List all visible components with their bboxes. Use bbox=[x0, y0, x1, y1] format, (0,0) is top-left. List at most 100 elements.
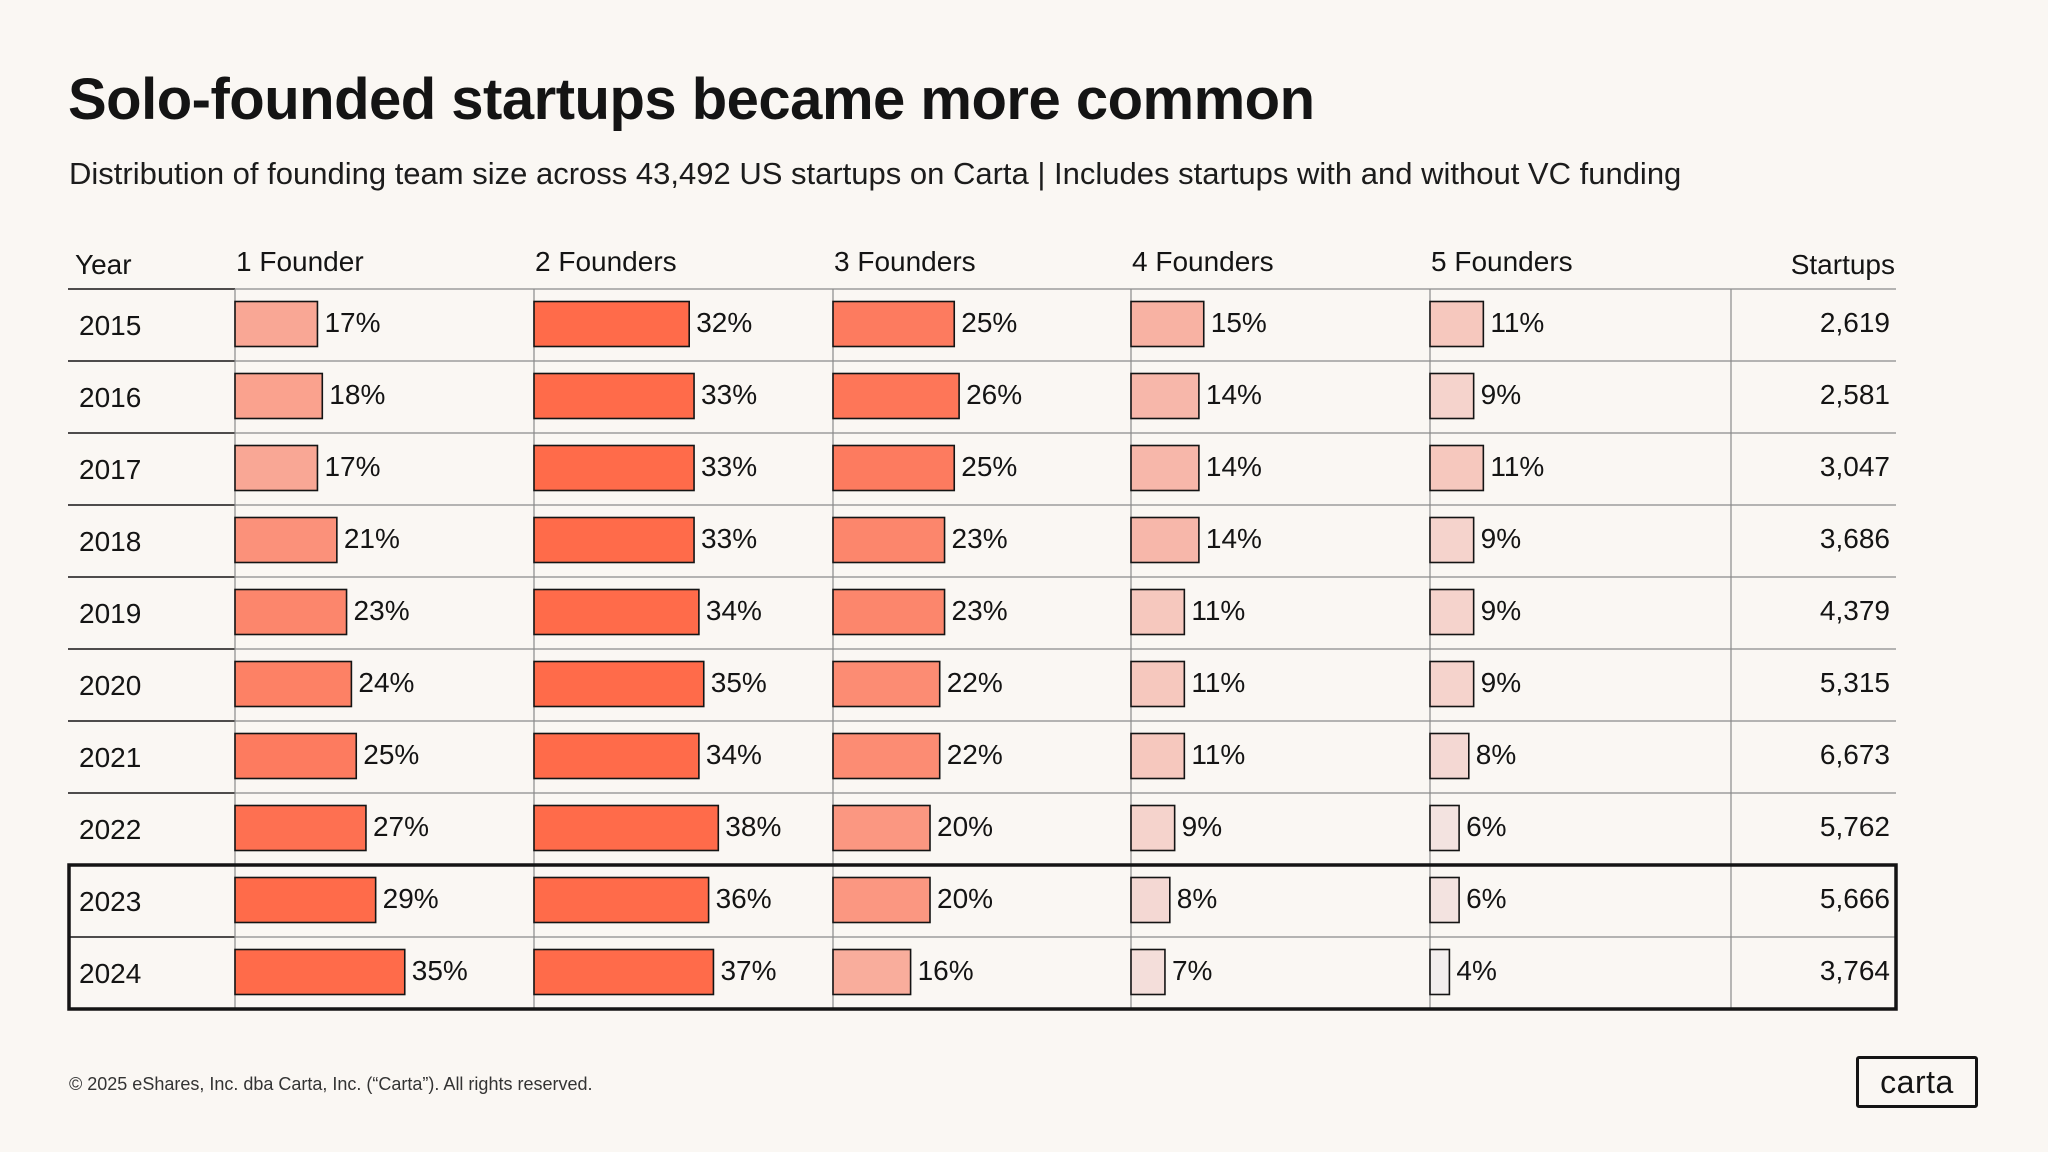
bar bbox=[1429, 876, 1460, 924]
data-label: 14% bbox=[1206, 379, 1262, 410]
data-label: 8% bbox=[1476, 739, 1516, 770]
startups-value: 5,762 bbox=[1820, 811, 1890, 842]
bar bbox=[832, 804, 931, 852]
year-label: 2016 bbox=[79, 382, 141, 413]
chart-subtitle: Distribution of founding team size acros… bbox=[69, 156, 1682, 191]
bar bbox=[1130, 876, 1171, 924]
column-header: 2 Founders bbox=[535, 246, 677, 277]
bar bbox=[832, 444, 956, 492]
bar bbox=[234, 660, 353, 708]
column-header: 1 Founder bbox=[236, 246, 364, 277]
startups-value: 2,619 bbox=[1820, 307, 1890, 338]
bar bbox=[1130, 804, 1176, 852]
year-label: 2024 bbox=[79, 958, 141, 989]
bar bbox=[533, 876, 710, 924]
data-label: 4% bbox=[1456, 955, 1496, 986]
data-label: 29% bbox=[383, 883, 439, 914]
column-header: 5 Founders bbox=[1431, 246, 1573, 277]
bar bbox=[234, 804, 367, 852]
column-header: 3 Founders bbox=[834, 246, 976, 277]
data-label: 22% bbox=[947, 667, 1003, 698]
data-label: 11% bbox=[1191, 739, 1245, 770]
data-label: 17% bbox=[324, 307, 380, 338]
bar bbox=[533, 516, 695, 564]
bar bbox=[1130, 372, 1200, 420]
data-label: 14% bbox=[1206, 523, 1262, 554]
data-label: 24% bbox=[358, 667, 414, 698]
startups-value: 5,666 bbox=[1820, 883, 1890, 914]
bar bbox=[234, 300, 319, 348]
bar bbox=[234, 876, 377, 924]
data-label: 36% bbox=[716, 883, 772, 914]
data-label: 8% bbox=[1177, 883, 1217, 914]
bar bbox=[832, 588, 946, 636]
data-label: 23% bbox=[354, 595, 410, 626]
column-header: 4 Founders bbox=[1132, 246, 1274, 277]
copyright-footer: © 2025 eShares, Inc. dba Carta, Inc. (“C… bbox=[69, 1074, 593, 1094]
bar bbox=[1429, 444, 1485, 492]
data-label: 20% bbox=[937, 811, 993, 842]
bar bbox=[1429, 588, 1475, 636]
startups-value: 2,581 bbox=[1820, 379, 1890, 410]
bar bbox=[1130, 516, 1200, 564]
year-header: Year bbox=[75, 249, 132, 280]
bar bbox=[234, 516, 338, 564]
year-label: 2022 bbox=[79, 814, 141, 845]
year-label: 2020 bbox=[79, 670, 141, 701]
year-label: 2017 bbox=[79, 454, 141, 485]
bar bbox=[533, 444, 695, 492]
data-label: 37% bbox=[720, 955, 776, 986]
data-label: 20% bbox=[937, 883, 993, 914]
bar bbox=[832, 732, 941, 780]
data-label: 15% bbox=[1211, 307, 1267, 338]
bar bbox=[1130, 588, 1186, 636]
startups-value: 3,047 bbox=[1820, 451, 1890, 482]
bar bbox=[1429, 372, 1475, 420]
year-label: 2015 bbox=[79, 310, 141, 341]
data-label: 9% bbox=[1182, 811, 1222, 842]
data-label: 25% bbox=[363, 739, 419, 770]
data-label: 16% bbox=[918, 955, 974, 986]
bar bbox=[1130, 660, 1186, 708]
data-label: 25% bbox=[961, 451, 1017, 482]
highlight-box bbox=[67, 863, 1898, 1011]
bar bbox=[533, 588, 700, 636]
data-label: 7% bbox=[1172, 955, 1212, 986]
bar bbox=[832, 372, 960, 420]
data-label: 9% bbox=[1481, 523, 1521, 554]
year-label: 2021 bbox=[79, 742, 141, 773]
bar bbox=[832, 660, 941, 708]
bar bbox=[1130, 444, 1200, 492]
bar bbox=[533, 300, 690, 348]
data-label: 6% bbox=[1466, 883, 1506, 914]
bar bbox=[1429, 732, 1470, 780]
data-label: 9% bbox=[1481, 379, 1521, 410]
bar bbox=[832, 516, 946, 564]
data-label: 11% bbox=[1191, 595, 1245, 626]
data-label: 14% bbox=[1206, 451, 1262, 482]
bar bbox=[1130, 300, 1205, 348]
bar bbox=[533, 948, 715, 996]
data-label: 18% bbox=[329, 379, 385, 410]
data-label: 33% bbox=[701, 451, 757, 482]
bar bbox=[1429, 804, 1460, 852]
data-label: 11% bbox=[1490, 307, 1544, 338]
startups-value: 5,315 bbox=[1820, 667, 1890, 698]
data-label: 33% bbox=[701, 523, 757, 554]
data-label: 38% bbox=[725, 811, 781, 842]
carta-logo: carta bbox=[1856, 1056, 1978, 1108]
data-label: 21% bbox=[344, 523, 400, 554]
data-label: 32% bbox=[696, 307, 752, 338]
data-label: 6% bbox=[1466, 811, 1506, 842]
bar bbox=[832, 948, 912, 996]
startups-value: 3,686 bbox=[1820, 523, 1890, 554]
data-label: 26% bbox=[966, 379, 1022, 410]
data-label: 9% bbox=[1481, 595, 1521, 626]
bar bbox=[533, 804, 720, 852]
bar bbox=[1429, 948, 1451, 996]
data-label: 23% bbox=[952, 595, 1008, 626]
bar bbox=[234, 948, 406, 996]
startups-value: 4,379 bbox=[1820, 595, 1890, 626]
data-label: 34% bbox=[706, 595, 762, 626]
data-label: 9% bbox=[1481, 667, 1521, 698]
